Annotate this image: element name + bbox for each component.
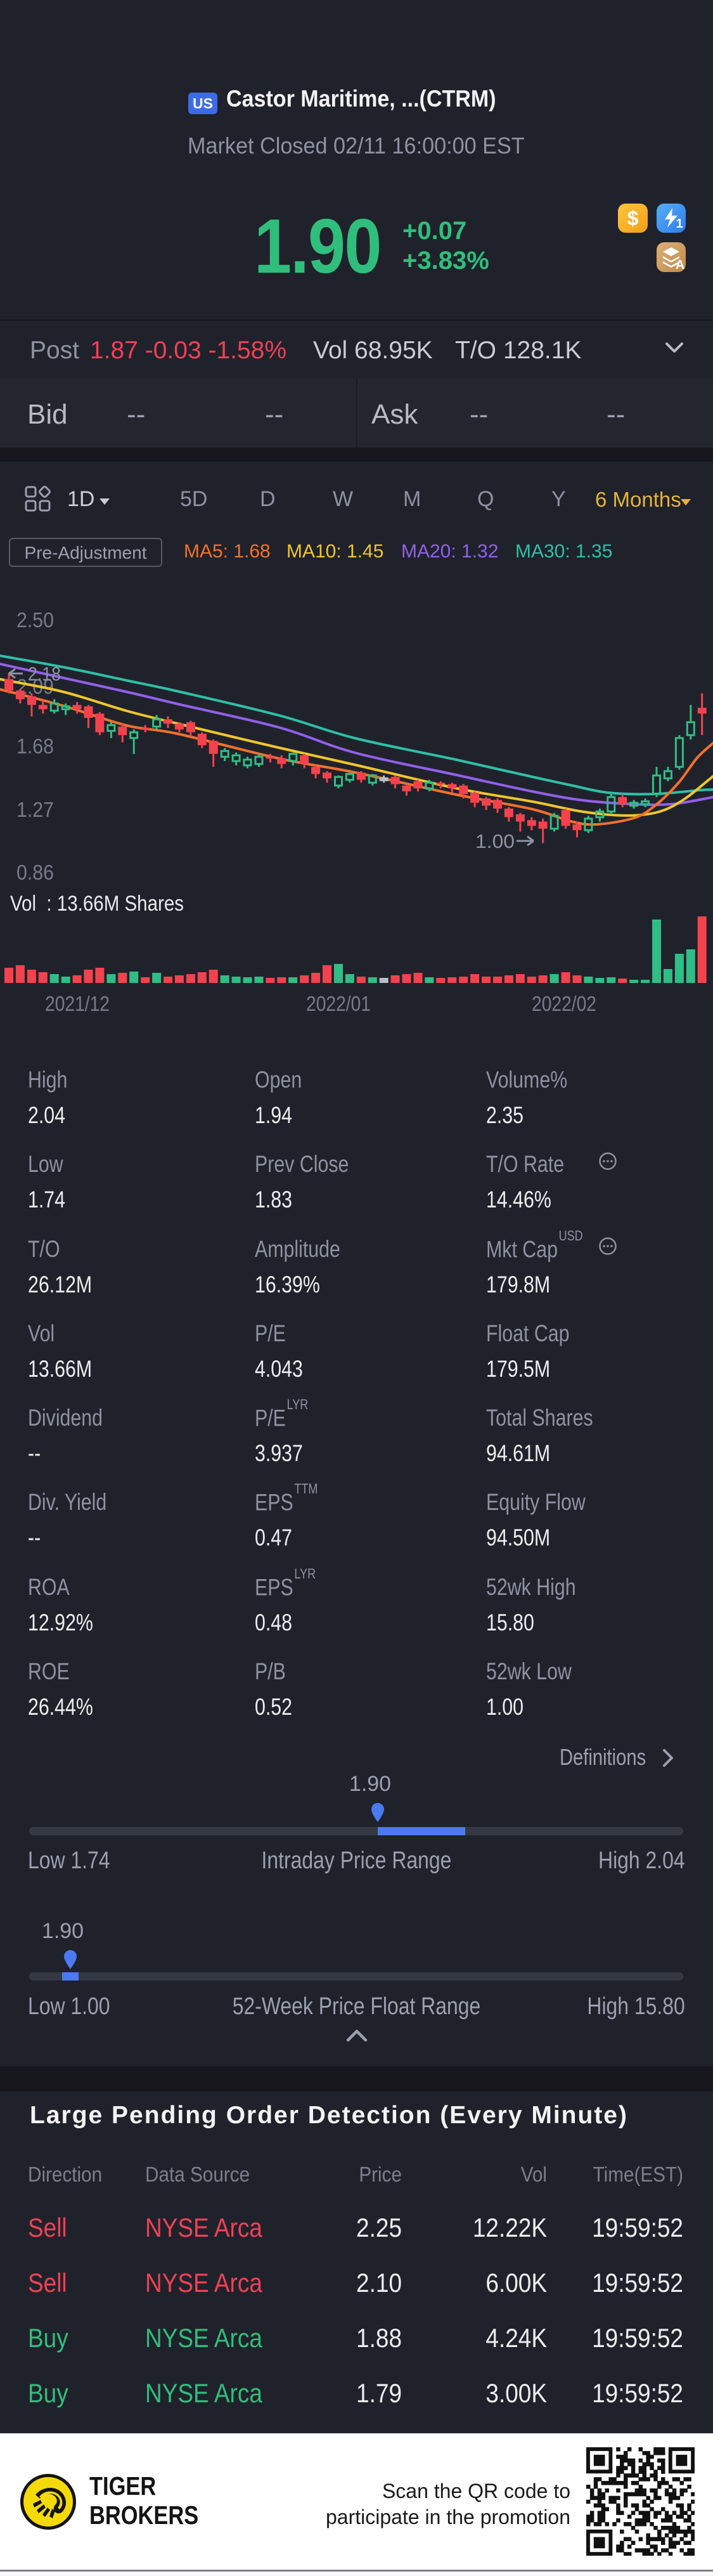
svg-text:2.18: 2.18 <box>28 663 61 685</box>
svg-text:1.27: 1.27 <box>16 798 54 821</box>
svg-text:Vol : 13.66M Shares: Vol : 13.66M Shares <box>10 892 184 916</box>
svg-text:2.50: 2.50 <box>16 608 54 632</box>
svg-text:1: 1 <box>676 217 683 231</box>
svg-text:2022/01: 2022/01 <box>306 992 371 1015</box>
svg-text:2021/12: 2021/12 <box>45 992 110 1015</box>
svg-text:0.86: 0.86 <box>16 861 54 884</box>
svg-text:1.68: 1.68 <box>16 734 54 758</box>
svg-text:1.00: 1.00 <box>475 830 515 852</box>
svg-text:2022/02: 2022/02 <box>532 992 596 1015</box>
svg-text:A: A <box>676 258 684 272</box>
